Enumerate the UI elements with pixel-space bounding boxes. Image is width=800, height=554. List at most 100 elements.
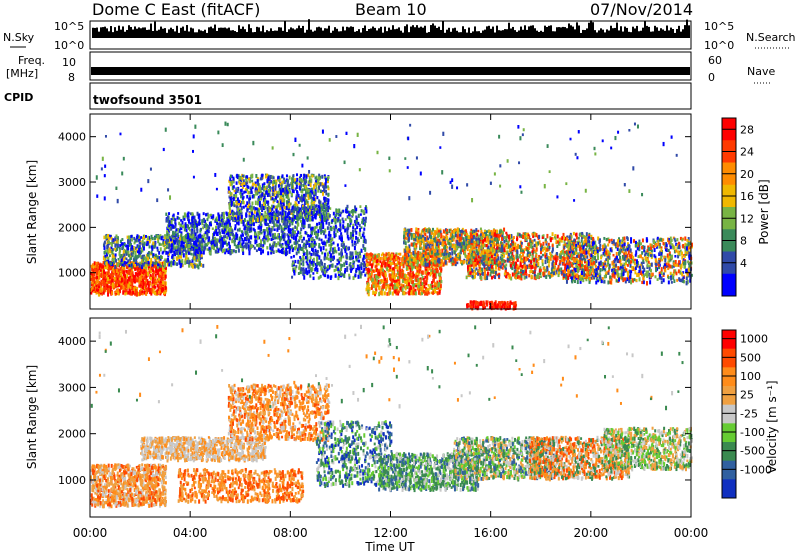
power-cell	[183, 218, 186, 221]
power-cell	[240, 243, 243, 249]
power-cell	[130, 286, 133, 290]
power-cell	[141, 264, 144, 270]
power-cell	[337, 267, 340, 271]
power-cell	[178, 247, 181, 252]
power-cell	[428, 286, 431, 290]
power-cell	[229, 232, 232, 237]
nsky-bar	[640, 30, 642, 38]
power-cell	[256, 210, 259, 214]
power-cell	[257, 236, 260, 240]
power-cell	[179, 260, 182, 265]
power-cell	[192, 246, 195, 251]
beam-label: Beam 10	[355, 0, 427, 19]
power-cell	[156, 264, 159, 269]
power-cell	[116, 277, 119, 281]
power-cell	[123, 266, 126, 270]
power-cell	[297, 193, 300, 198]
power-cell	[279, 223, 282, 227]
power-cell	[126, 274, 129, 279]
power-cell	[322, 185, 325, 189]
power-cell	[130, 279, 133, 284]
nsky-bar	[220, 27, 222, 38]
power-cell	[122, 286, 125, 291]
power-cell	[122, 274, 125, 278]
power-cell	[282, 187, 285, 193]
power-cell	[147, 283, 150, 287]
power-cell	[242, 223, 245, 227]
power-cell	[254, 200, 257, 206]
nsky-bar	[662, 29, 664, 38]
power-cell	[137, 271, 140, 275]
power-cell	[124, 250, 127, 254]
power-cell	[237, 241, 240, 245]
power-cell	[140, 268, 143, 273]
power-cell	[196, 245, 199, 249]
power-cell	[165, 234, 168, 239]
power-cell	[254, 187, 257, 191]
power-cell	[198, 221, 201, 226]
power-cell	[252, 222, 255, 227]
power-cell	[147, 235, 150, 241]
power-cell	[147, 286, 150, 290]
power-cell	[226, 212, 229, 217]
power-cell	[275, 190, 278, 195]
power-cell	[177, 245, 180, 250]
power-cell	[152, 253, 155, 257]
power-cell	[288, 202, 291, 208]
power-cell	[263, 182, 266, 186]
power-cell	[121, 263, 124, 267]
power-cell	[278, 242, 281, 247]
power-cell	[245, 232, 248, 236]
power-cell	[282, 195, 285, 199]
power-cell	[310, 260, 313, 265]
power-cell	[193, 240, 196, 246]
power-cell	[218, 216, 221, 222]
power-cell	[109, 241, 112, 245]
power-cell	[180, 227, 183, 231]
nsky-bar	[312, 31, 314, 38]
power-cell	[302, 224, 305, 228]
power-cell	[362, 270, 365, 273]
power-cell	[194, 237, 197, 241]
power-cell	[274, 181, 277, 186]
power-cell	[307, 188, 310, 193]
power-cell	[105, 272, 108, 277]
power-cell	[150, 265, 153, 269]
power-cell	[174, 221, 177, 224]
power-cell	[191, 220, 194, 224]
power-cell	[184, 258, 187, 262]
nsky-bar	[274, 30, 276, 38]
nsky-bar	[516, 31, 518, 38]
power-cell	[355, 215, 358, 219]
power-cell	[355, 207, 358, 212]
power-cell	[254, 235, 257, 239]
power-cell	[117, 291, 120, 296]
power-cell	[235, 244, 238, 249]
power-cell	[97, 292, 100, 297]
power-cell	[268, 192, 271, 196]
power-cell	[173, 246, 176, 250]
power-cell	[296, 226, 299, 231]
power-cell	[248, 229, 251, 233]
power-cell	[279, 236, 282, 241]
power-cell	[293, 203, 296, 207]
power-cell	[316, 196, 319, 200]
nsky-bar	[570, 25, 572, 38]
nsky-bar	[432, 23, 434, 38]
power-cell	[306, 200, 309, 204]
power-cell	[105, 286, 108, 290]
power-cell	[125, 261, 128, 265]
nsky-bar	[278, 27, 280, 38]
nsky-bar	[632, 26, 634, 38]
power-cell	[172, 225, 175, 229]
power-cell	[165, 250, 168, 255]
power-cell	[182, 244, 185, 249]
power-cell	[139, 261, 142, 265]
power-cell	[158, 261, 161, 266]
cpid-panel-frame	[89, 82, 692, 110]
power-cell	[361, 221, 364, 224]
power-cell	[197, 265, 200, 270]
nsky-bar	[592, 22, 594, 38]
power-cell	[182, 235, 185, 239]
power-cell	[284, 251, 287, 257]
